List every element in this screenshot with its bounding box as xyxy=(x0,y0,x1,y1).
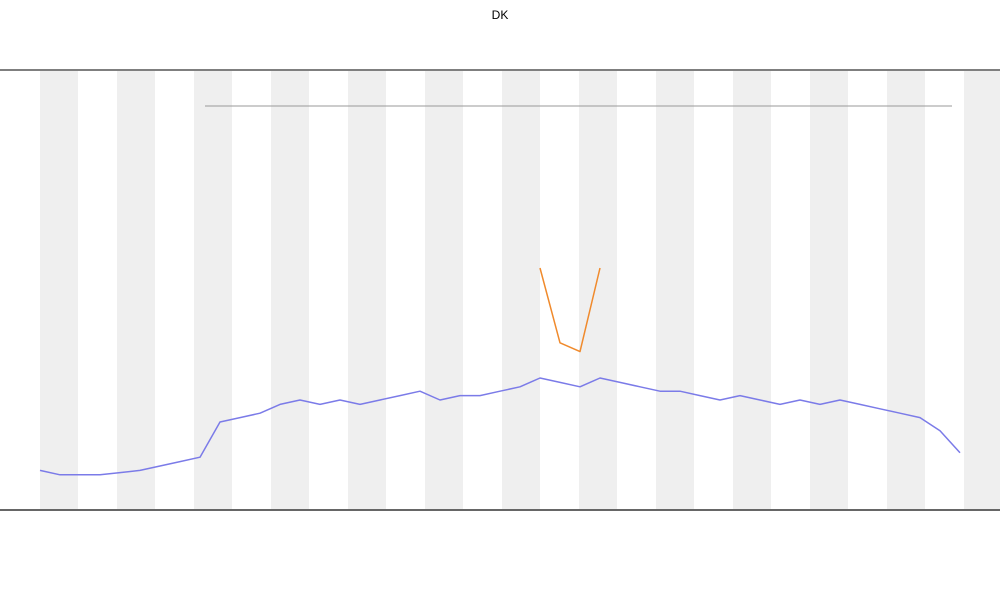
band xyxy=(810,71,848,509)
band xyxy=(271,71,309,509)
series-line xyxy=(539,267,601,353)
band xyxy=(579,71,617,509)
band xyxy=(502,71,540,509)
series-line xyxy=(39,377,961,476)
background-bands xyxy=(40,71,1000,509)
band xyxy=(733,71,771,509)
chart-title: DK xyxy=(492,8,509,22)
band xyxy=(348,71,386,509)
band xyxy=(656,71,694,509)
band xyxy=(425,71,463,509)
band xyxy=(40,71,78,509)
band xyxy=(887,71,925,509)
band xyxy=(964,71,1000,509)
band xyxy=(194,71,232,509)
band xyxy=(117,71,155,509)
